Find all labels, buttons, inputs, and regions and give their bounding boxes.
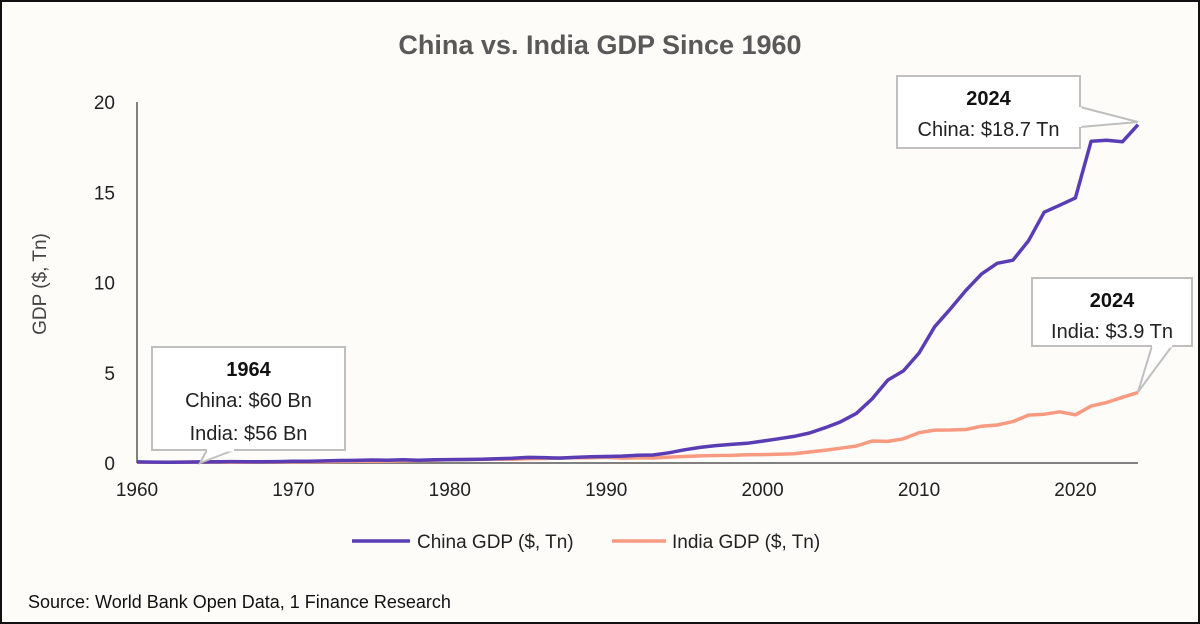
x-tick-label: 1960	[116, 480, 158, 501]
callout-year: 2024	[966, 88, 1011, 110]
y-tick-label: 20	[94, 93, 115, 114]
callout-box	[1031, 277, 1193, 347]
y-tick-label: 5	[104, 364, 115, 385]
source-note: Source: World Bank Open Data, 1 Finance …	[28, 592, 451, 612]
legend-label-india: India GDP ($, Tn)	[672, 532, 820, 553]
y-tick-label: 10	[94, 274, 115, 295]
callout-box	[896, 75, 1081, 149]
x-tick-label: 1970	[272, 480, 314, 501]
y-tick-label: 15	[94, 183, 115, 204]
y-tick-label: 0	[104, 454, 115, 475]
chart-title: China vs. India GDP Since 1960	[398, 30, 801, 60]
x-tick-label: 1990	[585, 480, 627, 501]
callout-box	[151, 346, 346, 451]
legend-label-china: China GDP ($, Tn)	[417, 532, 574, 553]
x-tick-label: 2010	[898, 480, 940, 501]
annotation-callout: 2024 China: $18.7 Tn	[896, 75, 1139, 149]
callout-value: China: $60 Bn	[185, 390, 312, 412]
x-tick-label: 2000	[741, 480, 783, 501]
china-gdp-line	[136, 123, 1140, 464]
callout-value: China: $18.7 Tn	[918, 119, 1060, 141]
legend: China GDP ($, Tn) India GDP ($, Tn)	[352, 532, 820, 553]
callout-value: India: $3.9 Tn	[1051, 321, 1173, 343]
annotation-callout: 1964 China: $60 Bn India: $56 Bn	[151, 346, 346, 465]
x-tick-label: 2020	[1054, 480, 1096, 501]
annotation-callout: 2024 India: $3.9 Tn	[1031, 277, 1193, 393]
callout-pointer	[1079, 105, 1139, 129]
callout-pointer	[1137, 345, 1174, 393]
callout-year: 1964	[226, 359, 271, 381]
callout-value: India: $56 Bn	[190, 423, 308, 445]
x-tick-label: 1980	[429, 480, 471, 501]
callout-year: 2024	[1090, 290, 1135, 312]
y-axis-label: GDP ($, Tn)	[30, 233, 51, 335]
